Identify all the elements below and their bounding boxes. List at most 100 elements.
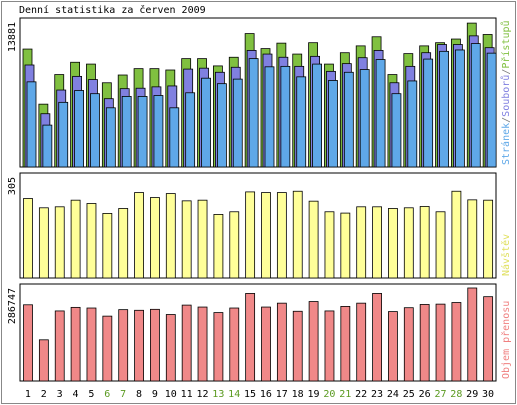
x-tick-label-day-8: 8 xyxy=(136,389,142,400)
x-tick-label-day-6: 6 xyxy=(104,389,110,400)
bar-transfer-day-12 xyxy=(197,306,208,382)
bar-stránek-day-15 xyxy=(248,58,259,168)
bar-transfer-day-13 xyxy=(213,312,224,382)
bar-transfer-day-16 xyxy=(261,306,271,382)
legend-visits: Návštěv xyxy=(500,234,512,276)
x-tick-label-day-17: 17 xyxy=(276,389,288,400)
x-tick-label-day-18: 18 xyxy=(292,389,304,400)
bar-transfer-day-21 xyxy=(340,306,351,382)
bar-visits-day-6 xyxy=(102,213,113,279)
bar-visits-day-16 xyxy=(261,192,271,279)
x-tick-label-day-3: 3 xyxy=(57,389,63,400)
bar-transfer-day-7 xyxy=(118,309,129,382)
bar-visits-day-11 xyxy=(181,200,192,279)
bar-transfer-day-27 xyxy=(435,303,446,382)
bar-visits-day-27 xyxy=(435,211,446,279)
bar-stránek-day-4 xyxy=(74,90,84,168)
x-tick-label-day-5: 5 xyxy=(88,389,94,400)
x-tick-label-day-20: 20 xyxy=(323,389,335,400)
x-tick-label-day-16: 16 xyxy=(260,389,272,400)
bar-stránek-day-11 xyxy=(185,92,196,168)
bar-visits-day-2 xyxy=(38,207,49,279)
bar-transfer-day-11 xyxy=(181,304,192,382)
legend-transfer: Objem přenosu xyxy=(500,301,512,379)
x-tick-label-day-15: 15 xyxy=(244,389,256,400)
bar-visits-day-7 xyxy=(118,208,129,279)
bar-visits-day-25 xyxy=(403,207,414,279)
bar-stránek-day-21 xyxy=(343,71,354,168)
bar-stránek-day-16 xyxy=(264,66,275,168)
bar-transfer-day-24 xyxy=(388,311,398,382)
x-tick-label-day-22: 22 xyxy=(355,389,367,400)
x-tick-label-day-23: 23 xyxy=(371,389,383,400)
bar-transfer-day-10 xyxy=(165,314,176,382)
bar-stránek-day-14 xyxy=(232,78,243,168)
bar-transfer-day-26 xyxy=(419,304,430,382)
bar-stránek-day-17 xyxy=(280,65,291,168)
bar-transfer-day-5 xyxy=(86,307,97,382)
legend-traffic-part-0: Stránek xyxy=(500,123,512,165)
bar-stránek-day-1 xyxy=(26,81,37,168)
x-tick-label-day-14: 14 xyxy=(228,389,240,400)
y-max-label-transfer: 286747 xyxy=(7,288,18,324)
x-tick-label-day-21: 21 xyxy=(339,389,351,400)
x-tick-label-day-4: 4 xyxy=(73,389,79,400)
bar-visits-day-9 xyxy=(150,197,160,279)
bar-transfer-day-23 xyxy=(372,293,382,382)
bar-visits-day-24 xyxy=(388,208,398,279)
x-tick-label-day-30: 30 xyxy=(482,389,494,400)
x-tick-label-day-19: 19 xyxy=(308,389,320,400)
bar-transfer-day-20 xyxy=(324,310,335,382)
x-tick-label-day-10: 10 xyxy=(165,389,177,400)
bar-transfer-day-19 xyxy=(308,301,319,382)
x-tick-label-day-13: 13 xyxy=(212,389,224,400)
bar-stránek-day-9 xyxy=(153,95,164,168)
x-tick-label-day-26: 26 xyxy=(419,389,431,400)
bar-stránek-day-25 xyxy=(407,80,418,168)
bar-transfer-day-6 xyxy=(102,315,113,382)
bar-visits-day-8 xyxy=(134,192,144,279)
x-tick-label-day-11: 11 xyxy=(181,389,193,400)
bar-visits-day-29 xyxy=(467,199,478,279)
bar-stránek-day-24 xyxy=(391,93,402,168)
legend-traffic-part-3: / xyxy=(501,69,512,75)
x-tick-label-day-2: 2 xyxy=(41,389,47,400)
bar-stránek-day-12 xyxy=(201,77,211,168)
legend-traffic-part-1: / xyxy=(501,117,512,123)
x-tick-label-day-12: 12 xyxy=(196,389,208,400)
bar-stránek-day-20 xyxy=(328,80,338,168)
bar-visits-day-19 xyxy=(308,200,319,279)
x-tick-label-day-29: 29 xyxy=(466,389,478,400)
bar-visits-day-1 xyxy=(23,198,33,279)
bar-transfer-day-25 xyxy=(403,307,414,382)
x-tick-label-day-24: 24 xyxy=(387,389,399,400)
bar-visits-day-3 xyxy=(54,206,65,279)
bar-transfer-day-9 xyxy=(150,308,160,382)
legend-traffic-part-4: Přístupů xyxy=(500,20,512,68)
bar-visits-day-21 xyxy=(340,212,351,279)
bar-stránek-day-26 xyxy=(423,58,434,168)
bar-stránek-day-22 xyxy=(359,69,370,168)
bar-visits-day-12 xyxy=(197,199,208,279)
bar-stránek-day-3 xyxy=(58,101,69,168)
panel-frame-transfer xyxy=(19,283,497,382)
bar-stránek-day-28 xyxy=(454,49,465,168)
bar-transfer-day-3 xyxy=(54,310,65,382)
bar-transfer-day-1 xyxy=(23,304,33,382)
bar-stránek-day-10 xyxy=(169,107,180,168)
y-max-label-traffic: 13881 xyxy=(7,22,18,52)
bar-transfer-day-30 xyxy=(483,296,494,382)
bar-visits-day-17 xyxy=(276,192,287,279)
bar-transfer-day-29 xyxy=(467,287,478,382)
bar-visits-day-20 xyxy=(324,211,335,279)
bar-stránek-day-23 xyxy=(375,59,386,168)
bar-stránek-day-30 xyxy=(486,52,497,168)
bar-transfer-day-14 xyxy=(229,307,240,382)
bar-stránek-day-5 xyxy=(90,93,100,168)
bar-transfer-day-17 xyxy=(276,302,287,382)
bar-visits-day-23 xyxy=(372,206,382,279)
bar-visits-day-15 xyxy=(245,191,256,279)
x-tick-label-day-28: 28 xyxy=(450,389,462,400)
